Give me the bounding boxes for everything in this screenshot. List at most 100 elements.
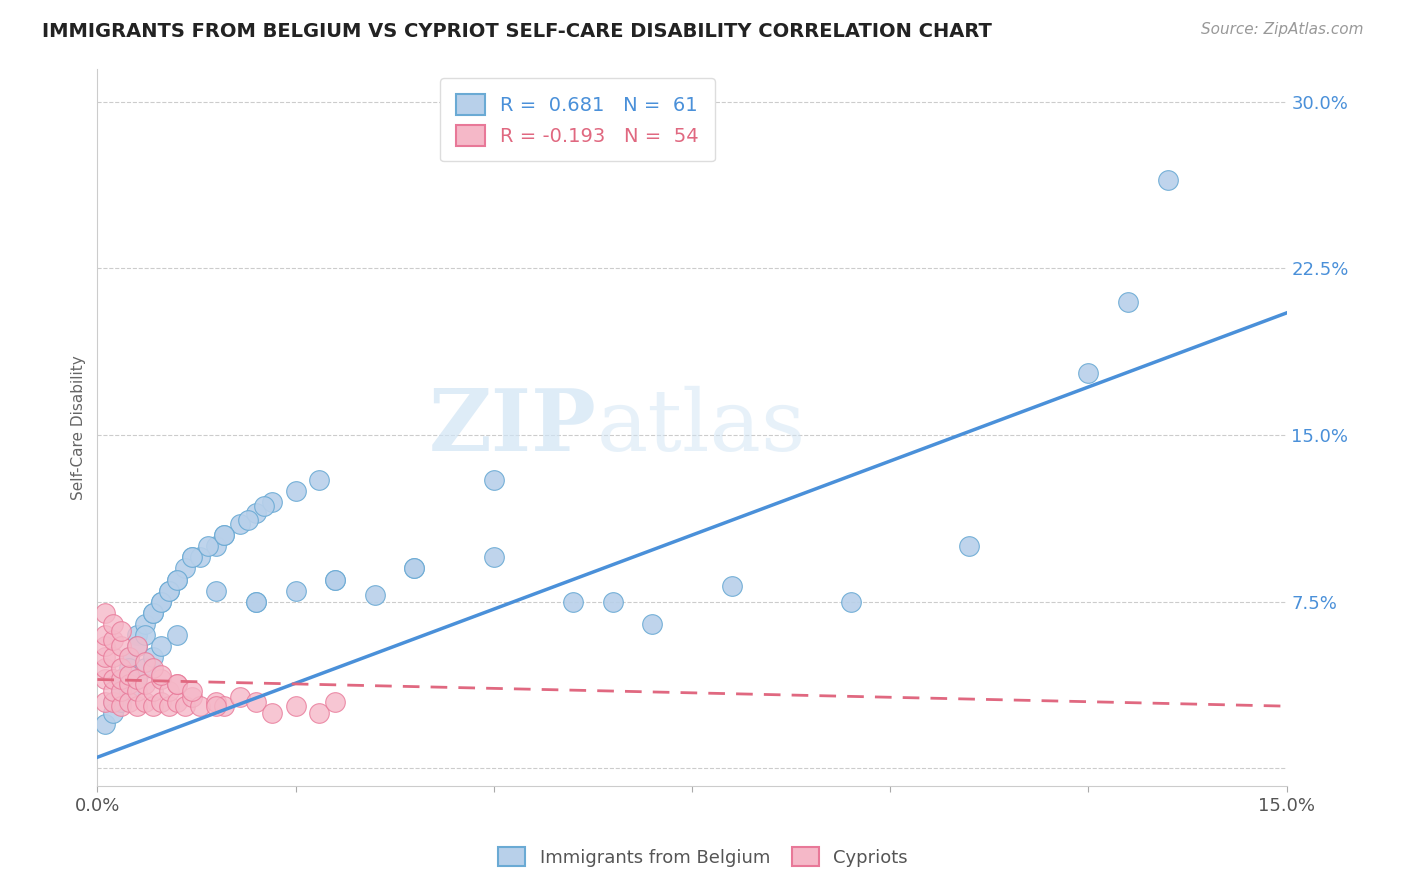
Text: Source: ZipAtlas.com: Source: ZipAtlas.com [1201,22,1364,37]
Point [103,695,125,709]
Point [142,699,165,714]
Point [110,639,132,653]
Point [118,695,141,709]
Point [245,695,267,709]
Point [134,695,156,709]
Point [253,499,276,513]
Point [125,639,148,653]
Point [181,690,204,705]
Point [118,661,141,675]
Text: ZIP: ZIP [429,385,596,469]
Point [236,512,259,526]
Point [142,606,165,620]
Point [110,695,132,709]
Point [323,695,346,709]
Text: atlas: atlas [596,385,806,469]
Point [110,683,132,698]
Point [94,717,117,731]
Point [134,661,156,675]
Point [134,628,156,642]
Point [720,579,742,593]
Point [229,690,252,705]
Point [118,677,141,691]
Point [118,683,141,698]
Point [284,699,307,714]
Point [157,583,180,598]
Point [118,650,141,665]
Point [94,673,117,687]
Point [149,695,172,709]
Point [110,699,132,714]
Point [205,583,228,598]
Point [205,695,228,709]
Point [404,561,426,575]
Point [173,561,195,575]
Point [94,606,117,620]
Point [166,695,188,709]
Point [260,495,283,509]
Legend: R =  0.681   N =  61, R = -0.193   N =  54: R = 0.681 N = 61, R = -0.193 N = 54 [440,78,714,161]
Point [134,677,156,691]
Point [197,539,219,553]
Point [149,639,172,653]
Point [157,683,180,698]
Point [260,706,283,720]
Point [125,683,148,698]
Point [229,516,252,531]
Point [212,699,235,714]
Point [190,699,212,714]
Point [94,628,117,642]
Point [173,699,195,714]
Point [118,650,141,665]
Point [190,550,212,565]
Point [166,677,188,691]
Point [839,595,862,609]
Point [212,528,235,542]
Point [245,595,267,609]
Point [641,617,664,632]
Point [125,639,148,653]
Point [323,573,346,587]
Point [110,624,132,638]
Point [125,699,148,714]
Point [125,628,148,642]
Point [166,677,188,691]
Point [1077,366,1099,380]
Text: IMMIGRANTS FROM BELGIUM VS CYPRIOT SELF-CARE DISABILITY CORRELATION CHART: IMMIGRANTS FROM BELGIUM VS CYPRIOT SELF-… [42,22,993,41]
Point [149,595,172,609]
Point [1116,294,1139,309]
Legend: Immigrants from Belgium, Cypriots: Immigrants from Belgium, Cypriots [491,840,915,874]
Point [103,650,125,665]
Point [110,661,132,675]
Point [284,583,307,598]
Point [181,683,204,698]
Point [94,639,117,653]
Point [245,506,267,520]
Point [134,617,156,632]
Point [166,573,188,587]
Point [562,595,585,609]
Point [482,550,505,565]
Point [110,673,132,687]
Point [157,699,180,714]
Point [602,595,624,609]
Point [125,673,148,687]
Point [181,550,204,565]
Point [308,706,330,720]
Point [125,673,148,687]
Point [149,595,172,609]
Point [110,673,132,687]
Point [134,655,156,669]
Point [308,473,330,487]
Point [959,539,981,553]
Point [284,483,307,498]
Point [142,606,165,620]
Y-axis label: Self-Care Disability: Self-Care Disability [72,355,86,500]
Point [103,706,125,720]
Point [364,588,387,602]
Point [142,661,165,675]
Point [142,650,165,665]
Point [166,573,188,587]
Point [404,561,426,575]
Point [1156,172,1178,186]
